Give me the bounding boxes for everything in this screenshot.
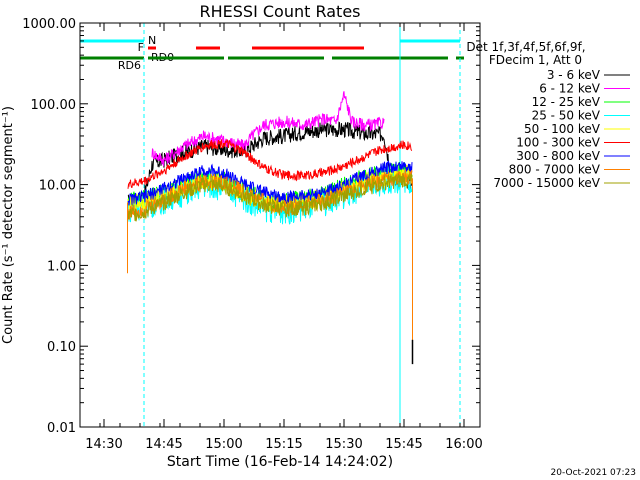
legend-label: 300 - 800 keV [516,149,600,163]
x-axis: 14:30 14:45 15:00 15:15 15:30 15:45 16:00 [79,23,483,452]
y-tick-label: 1000.00 [22,17,76,32]
y-tick-label: 0.01 [47,421,76,436]
x-axis-label: Start Time (16-Feb-14 14:24:02) [167,454,393,470]
legend-label: 12 - 25 keV [532,95,601,109]
series-lines [127,91,414,365]
vertical-markers [79,23,461,427]
x-tick-label: 16:00 [445,437,482,452]
flag-label-f: F [138,41,144,54]
y-axis-label: Count Rate (s⁻¹ detector segment⁻¹) [1,106,16,344]
plot-frame [79,22,481,428]
x-tick-label: 14:45 [145,437,182,452]
series-line-8 [127,172,413,222]
y-tick-label: 0.10 [47,340,76,355]
x-tick-label: 15:30 [325,437,362,452]
legend-label: 100 - 300 keV [516,136,600,150]
flag-label-n: N [148,34,156,47]
y-axis: 0.01 0.10 1.00 10.00 100.00 1000.00 [22,17,480,436]
series-line-1 [151,91,385,167]
legend-header-line-1: Det 1f,3f,4f,5f,6f,9f, [466,40,585,54]
legend-label: 25 - 50 keV [532,109,601,123]
x-tick-label: 15:15 [265,437,302,452]
flag-label-rd6: RD6 [118,59,141,72]
x-tick-label: 15:00 [205,437,242,452]
legend-label: 800 - 7000 keV [509,163,601,177]
legend-label: 3 - 6 keV [547,68,601,82]
legend-label: 7000 - 15000 keV [493,176,600,190]
series-line-5 [127,139,413,189]
x-tick-label: 14:30 [85,437,122,452]
chart-title: RHESSI Count Rates [200,2,361,21]
legend-label: 6 - 12 keV [539,82,601,96]
legend-label: 50 - 100 keV [524,122,601,136]
legend-header-line-2: FDecim 1, Att 0 [489,53,582,67]
y-tick-label: 1.00 [47,259,76,274]
x-tick-label: 15:45 [385,437,422,452]
y-tick-label: 100.00 [31,98,77,113]
timestamp: 20-Oct-2021 07:23 [551,468,636,478]
flag-bars: NFRD0RD6 [80,34,464,72]
y-tick-label: 10.00 [39,179,76,194]
